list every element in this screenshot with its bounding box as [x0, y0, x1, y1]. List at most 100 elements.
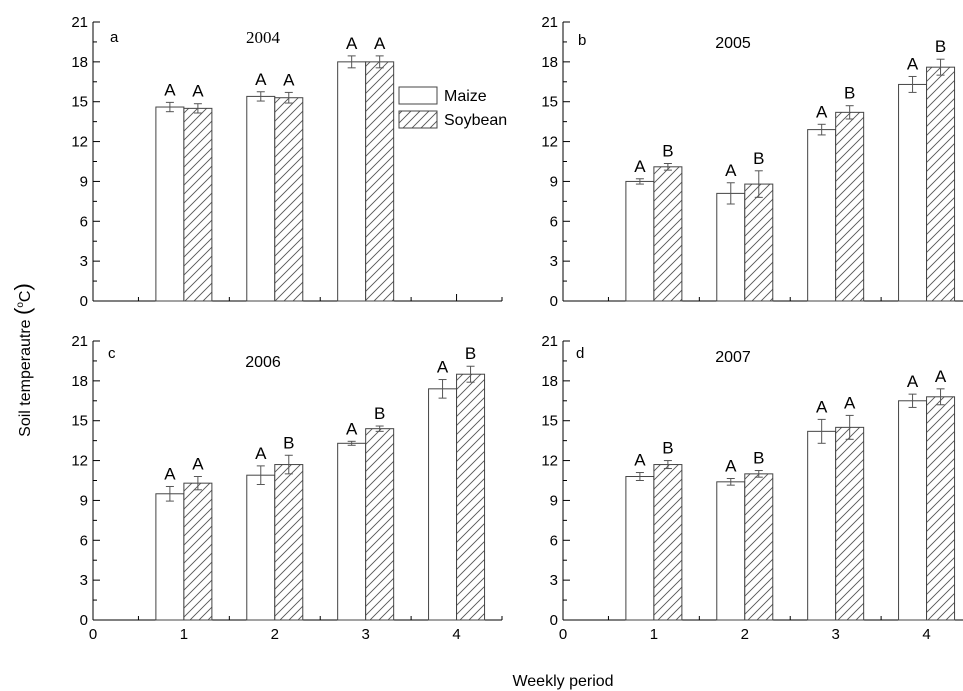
maize-bar: [246, 474, 276, 621]
y-tick-label: 9: [80, 173, 88, 190]
y-tick-label: 0: [80, 293, 88, 310]
significance-label: A: [725, 161, 737, 180]
soybean-bar: [653, 166, 683, 302]
y-tick-label: 3: [80, 253, 88, 270]
y-tick-label: 3: [80, 572, 88, 589]
soybean-bar: [365, 61, 395, 302]
panel-year: 2007: [715, 349, 751, 366]
significance-label: A: [634, 157, 646, 176]
y-tick-label: 18: [541, 373, 558, 390]
maize-bar: [807, 430, 837, 621]
significance-label: A: [816, 102, 828, 121]
maize-bar: [155, 493, 185, 621]
significance-label: A: [192, 82, 204, 101]
y-tick-label: 9: [550, 492, 558, 509]
y-tick-label: 21: [71, 14, 88, 31]
y-tick-label: 21: [71, 333, 88, 350]
maize-bar: [246, 95, 276, 302]
soybean-bar: [926, 66, 956, 302]
x-tick-label: 4: [452, 626, 460, 643]
significance-label: A: [374, 34, 386, 53]
panel-letter: a: [110, 29, 119, 46]
significance-label: A: [164, 464, 176, 483]
significance-label: A: [634, 451, 646, 470]
y-tick-label: 6: [80, 213, 88, 230]
maize-bar: [716, 192, 746, 302]
x-tick-label: 2: [741, 626, 749, 643]
significance-label: A: [255, 70, 267, 89]
maize-bar: [625, 180, 655, 302]
legend: Maize Soybean: [398, 86, 507, 129]
significance-label: B: [935, 37, 946, 56]
significance-label: A: [935, 367, 947, 386]
soybean-bar: [926, 396, 956, 621]
significance-label: B: [844, 84, 855, 103]
y-axis-title: Soil temperautre (oC): [10, 283, 35, 437]
legend-swatch-soybean: [398, 110, 438, 129]
y-tick-label: 9: [80, 492, 88, 509]
y-tick-label: 21: [541, 14, 558, 31]
y-tick-label: 18: [71, 54, 88, 71]
soybean-bar: [274, 97, 304, 302]
legend-swatch-maize: [398, 86, 438, 105]
soybean-bar: [744, 473, 774, 621]
panel-year: 2006: [245, 354, 281, 371]
x-tick-label: 1: [180, 626, 188, 643]
y-tick-label: 12: [71, 453, 88, 470]
y-tick-label: 15: [71, 94, 88, 111]
x-tick-label: 3: [831, 626, 839, 643]
soybean-bar: [653, 464, 683, 621]
y-tick-label: 6: [550, 213, 558, 230]
x-axis-title: Weekly period: [512, 673, 613, 690]
y-tick-label: 0: [550, 612, 558, 629]
significance-label: A: [725, 457, 737, 476]
maize-bar: [898, 83, 928, 302]
soybean-bar: [456, 373, 486, 621]
legend-label-maize: Maize: [444, 88, 487, 105]
significance-label: A: [346, 419, 358, 438]
panel-letter: c: [108, 345, 116, 362]
x-tick-label: 0: [559, 626, 567, 643]
significance-label: B: [662, 439, 673, 458]
x-tick-label: 1: [650, 626, 658, 643]
significance-label: A: [437, 358, 449, 377]
significance-label: B: [753, 149, 764, 168]
significance-label: A: [255, 444, 267, 463]
significance-label: A: [907, 372, 919, 391]
y-tick-label: 12: [541, 453, 558, 470]
panel-letter: b: [578, 32, 586, 49]
y-tick-label: 21: [541, 333, 558, 350]
y-tick-label: 6: [550, 532, 558, 549]
panel-letter: d: [576, 345, 584, 362]
significance-label: A: [844, 393, 856, 412]
soybean-bar: [835, 111, 865, 302]
significance-label: B: [753, 449, 764, 468]
soybean-bar: [365, 428, 395, 621]
soybean-bar: [835, 426, 865, 621]
panel-year: 2004: [246, 28, 281, 47]
x-tick-label: 0: [89, 626, 97, 643]
maize-bar: [898, 400, 928, 621]
maize-bar: [716, 481, 746, 621]
y-tick-label: 0: [80, 612, 88, 629]
x-tick-label: 4: [922, 626, 930, 643]
maize-bar: [337, 442, 367, 621]
significance-label: B: [465, 344, 476, 363]
significance-label: B: [283, 433, 294, 452]
significance-label: A: [907, 54, 919, 73]
y-tick-label: 9: [550, 173, 558, 190]
y-tick-label: 15: [71, 413, 88, 430]
y-tick-label: 3: [550, 572, 558, 589]
panel-year: 2005: [715, 35, 751, 52]
soybean-bar: [183, 107, 213, 302]
significance-label: B: [374, 404, 385, 423]
x-tick-label: 2: [271, 626, 279, 643]
y-tick-label: 15: [541, 413, 558, 430]
soybean-bar: [744, 183, 774, 302]
